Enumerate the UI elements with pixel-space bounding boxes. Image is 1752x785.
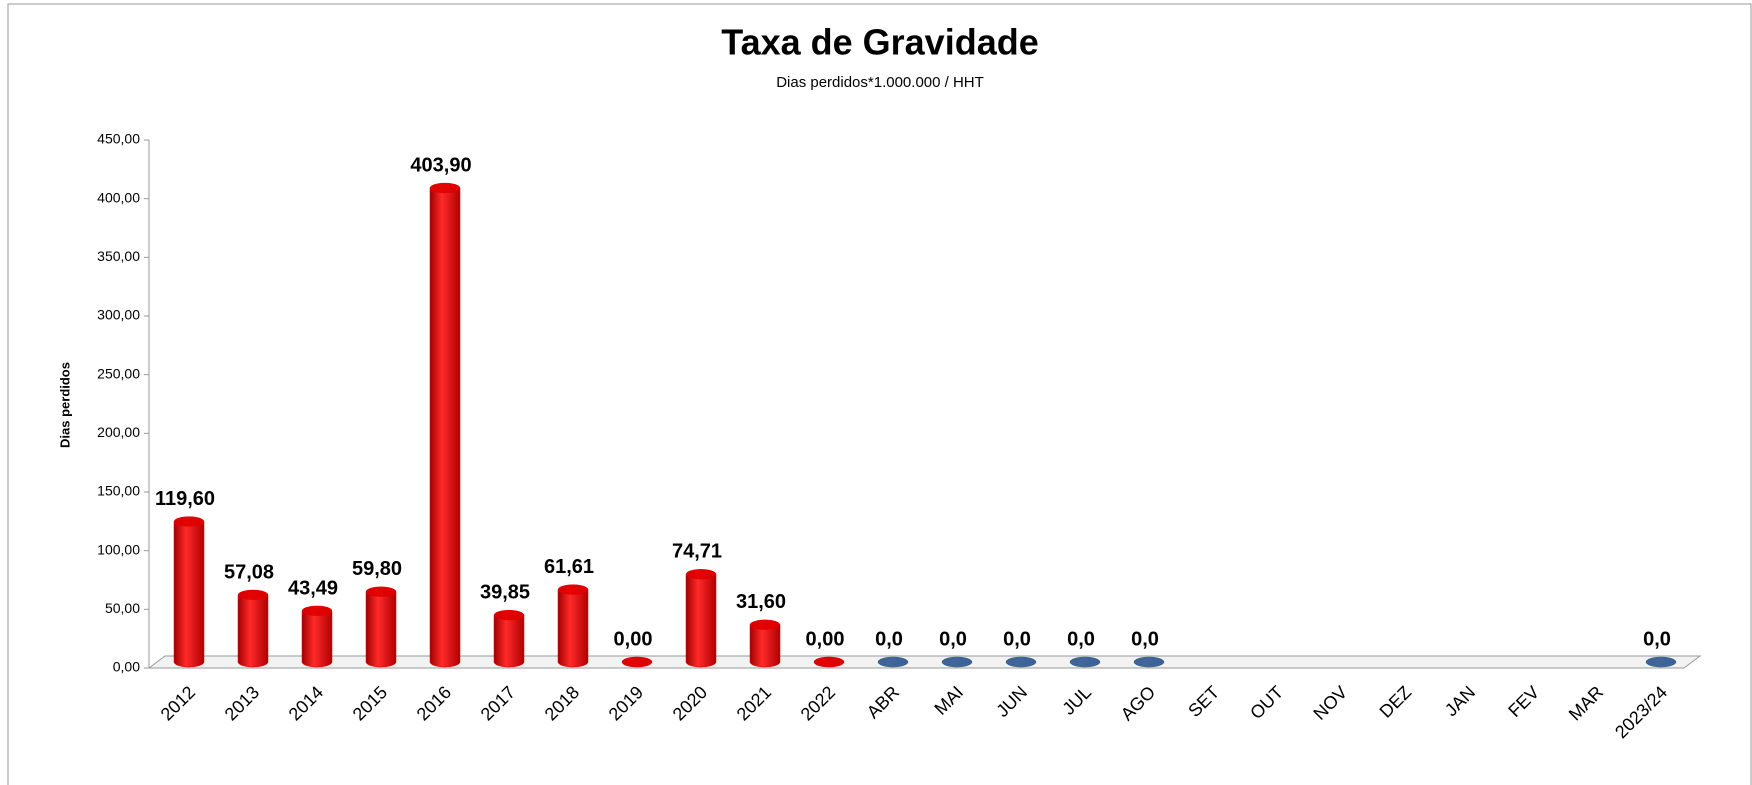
bar-top	[814, 657, 844, 667]
x-tick-label: 2012	[157, 682, 199, 724]
value-label: 119,60	[155, 488, 215, 510]
bar-top	[558, 584, 588, 595]
x-tick-label: MAI	[930, 682, 967, 719]
bar-top	[238, 590, 268, 601]
x-tick-label: 2015	[349, 682, 391, 724]
bar-top	[494, 610, 524, 621]
chart-title: Taxa de Gravidade	[721, 22, 1038, 63]
x-tick-label: ABR	[863, 682, 903, 722]
bar-top	[622, 657, 652, 667]
value-label: 0,00	[806, 628, 845, 650]
frame	[7, 3, 1752, 785]
bar	[685, 569, 717, 668]
bar	[557, 584, 589, 668]
value-label: 43,49	[288, 577, 338, 599]
bar-top	[174, 516, 204, 527]
bar	[237, 589, 269, 668]
bar-top	[878, 657, 908, 667]
bar-top	[942, 657, 972, 667]
x-tick-label: FEV	[1504, 682, 1543, 721]
value-label: 0,0	[939, 628, 967, 650]
bar	[365, 586, 397, 668]
value-label: 39,85	[480, 582, 530, 604]
y-tick-label: 450,00	[97, 131, 140, 147]
floor	[147, 655, 1702, 669]
bar-top	[686, 569, 716, 580]
y-tick-label: 0,00	[113, 659, 140, 675]
x-tick-label: 2017	[477, 682, 519, 724]
y-tick-label: 100,00	[97, 541, 140, 557]
bar-top	[302, 605, 332, 616]
x-tick-label: 2022	[797, 682, 839, 724]
y-tick-label: 150,00	[97, 483, 140, 499]
value-label: 57,08	[224, 561, 274, 583]
x-tick-label: 2018	[541, 682, 583, 724]
bar-top	[750, 619, 780, 630]
x-tick-label: 2023/24	[1611, 682, 1671, 742]
bar-top	[366, 586, 396, 597]
x-tick-label: 2013	[221, 682, 263, 724]
x-tick-label: JAN	[1441, 682, 1479, 720]
x-tick-label: JUL	[1058, 682, 1095, 719]
x-tick-label: 2020	[669, 682, 711, 724]
y-axis-label: Dias perdidos	[57, 362, 72, 448]
x-tick-label: 2016	[413, 682, 455, 724]
y-tick-label: 250,00	[97, 365, 140, 381]
x-tick-label: 2014	[285, 682, 327, 724]
bar-top	[430, 183, 460, 194]
bar	[173, 516, 205, 668]
chart-subtitle: Dias perdidos*1.000.000 / HHT	[776, 74, 984, 91]
x-tick-label: DEZ	[1376, 682, 1416, 722]
y-tick-label: 200,00	[97, 424, 140, 440]
x-tick-label: SET	[1184, 682, 1223, 721]
value-label: 74,71	[672, 541, 722, 563]
x-tick-label: AGO	[1117, 682, 1159, 724]
x-tick-label: 2021	[733, 682, 775, 724]
y-tick-label: 300,00	[97, 307, 140, 323]
x-tick-label: OUT	[1246, 682, 1287, 723]
value-label: 0,0	[1067, 628, 1095, 650]
x-tick-label: MAR	[1565, 682, 1607, 724]
bar-top	[1134, 657, 1164, 667]
bar	[429, 182, 461, 668]
x-tick-label: NOV	[1309, 682, 1351, 724]
x-tick-label: 2019	[605, 682, 647, 724]
value-label: 0,0	[875, 628, 903, 650]
value-label: 0,0	[1003, 628, 1031, 650]
value-label: 59,80	[352, 558, 402, 580]
bar-top	[1646, 657, 1676, 667]
value-label: 0,0	[1131, 628, 1159, 650]
y-tick-label: 50,00	[105, 600, 140, 616]
value-label: 61,61	[544, 556, 594, 578]
value-label: 0,00	[614, 628, 653, 650]
y-tick-label: 400,00	[97, 189, 140, 205]
value-label: 403,90	[410, 154, 471, 176]
y-tick-label: 350,00	[97, 248, 140, 264]
bar-top	[1070, 657, 1100, 667]
x-tick-label: JUN	[992, 682, 1031, 721]
value-label: 0,0	[1643, 628, 1671, 650]
value-label: 31,60	[736, 591, 786, 613]
bar-top	[1006, 657, 1036, 667]
